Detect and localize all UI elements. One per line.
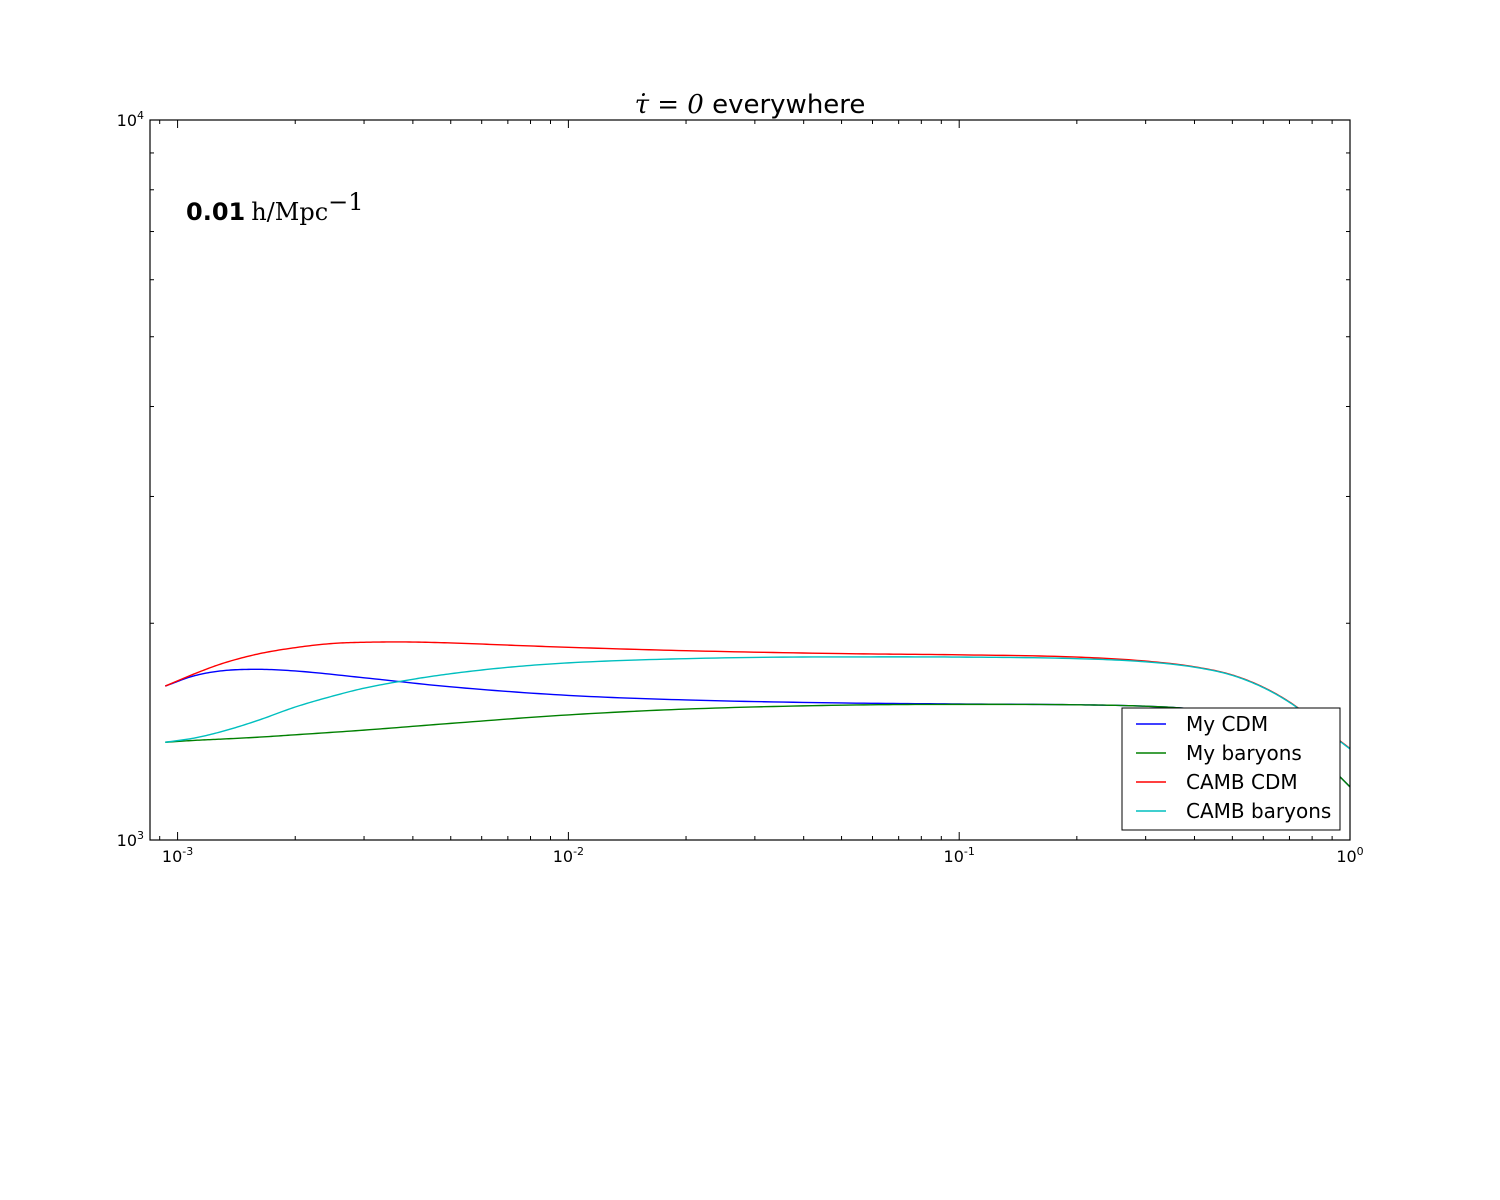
y-tick-label: 103	[117, 829, 144, 850]
annotation-math-exp: −1	[328, 188, 363, 216]
x-tick-label: 100	[1336, 845, 1363, 866]
x-tick-label: 10-3	[162, 845, 193, 866]
y-tick-label: 104	[117, 109, 144, 130]
legend-label: My baryons	[1186, 741, 1302, 765]
plot-frame	[149, 119, 1351, 841]
chart-title: τ̇ = 0 everywhere	[635, 90, 866, 120]
x-tick-label: 10-2	[553, 845, 584, 866]
ticks-layer: 10-3 10-2 10-1 100 103 104	[117, 109, 1364, 866]
legend-label: My CDM	[1186, 712, 1268, 736]
x-tick-label: 10-1	[944, 845, 975, 866]
annotation: 0.01 h/Mpc−1	[186, 188, 364, 226]
legend: My CDM My baryons CAMB CDM CAMB baryons	[1121, 707, 1341, 831]
legend-label: CAMB CDM	[1186, 770, 1298, 794]
legend-label: CAMB baryons	[1186, 799, 1331, 823]
annotation-math: h/Mpc	[251, 198, 328, 226]
legend-box	[1121, 707, 1341, 831]
chart-title-math: τ̇ = 0	[635, 90, 704, 120]
annotation-bold: 0.01	[186, 198, 245, 226]
chart-title-text: everywhere	[704, 90, 866, 120]
series-line-camb-baryons	[165, 656, 1350, 750]
